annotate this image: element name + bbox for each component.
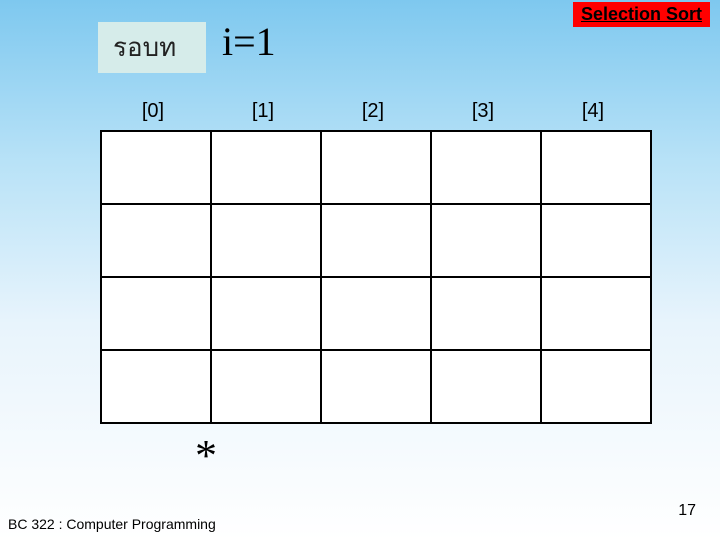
grid-cell (541, 350, 651, 423)
page-number: 17 (678, 502, 696, 520)
table-row (101, 277, 651, 350)
grid-cell (211, 204, 321, 277)
grid-cell (321, 204, 431, 277)
grid-cell (541, 131, 651, 204)
col-header-4: [4] (538, 100, 648, 123)
col-header-3: [3] (428, 100, 538, 123)
grid-cell (431, 277, 541, 350)
footer-text: BC 322 : Computer Programming (8, 516, 216, 532)
sort-grid (100, 130, 652, 424)
asterisk-marker: * (195, 430, 217, 481)
grid-cell (431, 131, 541, 204)
round-label: รอบท (98, 22, 206, 73)
title-badge: Selection Sort (573, 2, 710, 27)
grid-cell (101, 131, 211, 204)
table-row (101, 350, 651, 423)
col-header-2: [2] (318, 100, 428, 123)
iteration-label: i=1 (222, 18, 276, 65)
grid-cell (101, 204, 211, 277)
table-row (101, 131, 651, 204)
grid-cell (211, 131, 321, 204)
grid-cell (431, 204, 541, 277)
grid-cell (321, 131, 431, 204)
table-row (101, 204, 651, 277)
grid-cell (211, 350, 321, 423)
grid-cell (321, 350, 431, 423)
column-headers: [0] [1] [2] [3] [4] (98, 100, 648, 123)
col-header-1: [1] (208, 100, 318, 123)
grid-cell (101, 277, 211, 350)
grid-cell (541, 204, 651, 277)
col-header-0: [0] (98, 100, 208, 123)
grid-cell (541, 277, 651, 350)
grid-cell (211, 277, 321, 350)
grid-cell (101, 350, 211, 423)
grid-cell (321, 277, 431, 350)
grid-cell (431, 350, 541, 423)
